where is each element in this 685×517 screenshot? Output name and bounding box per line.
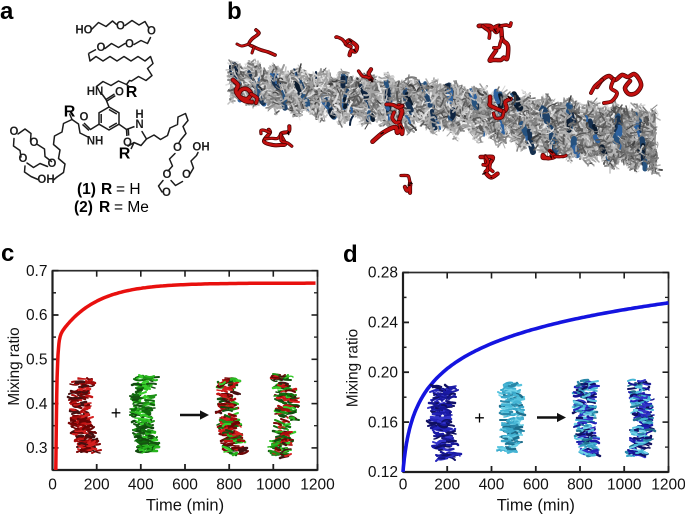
svg-text:b: b bbox=[227, 0, 242, 25]
svg-text:400: 400 bbox=[479, 477, 505, 494]
svg-text:1000: 1000 bbox=[607, 477, 642, 494]
svg-text:Mixing ratio: Mixing ratio bbox=[345, 329, 362, 407]
svg-text:0.5: 0.5 bbox=[26, 352, 48, 369]
svg-text:O: O bbox=[116, 21, 125, 33]
svg-text:1200: 1200 bbox=[300, 477, 335, 494]
svg-text:0.4: 0.4 bbox=[26, 396, 48, 413]
svg-text:0: 0 bbox=[399, 477, 408, 494]
svg-text:= H: = H bbox=[116, 181, 141, 198]
svg-text:O: O bbox=[182, 169, 191, 181]
svg-text:1200: 1200 bbox=[651, 477, 685, 494]
svg-text:Time (min): Time (min) bbox=[146, 497, 224, 515]
svg-text:R: R bbox=[101, 181, 112, 198]
svg-text:0.28: 0.28 bbox=[368, 265, 398, 282]
svg-text:0.3: 0.3 bbox=[26, 440, 48, 457]
svg-text:O: O bbox=[163, 169, 172, 181]
svg-text:0.20: 0.20 bbox=[368, 364, 399, 381]
svg-text:NH: NH bbox=[87, 136, 104, 148]
svg-text:200: 200 bbox=[434, 477, 460, 494]
svg-text:O: O bbox=[147, 26, 156, 38]
svg-text:400: 400 bbox=[128, 477, 154, 494]
svg-text:0.6: 0.6 bbox=[26, 307, 48, 324]
svg-text:0.16: 0.16 bbox=[368, 414, 398, 431]
svg-text:O: O bbox=[80, 112, 89, 124]
svg-text:O: O bbox=[30, 137, 39, 149]
svg-text:O: O bbox=[10, 126, 19, 138]
svg-text:800: 800 bbox=[216, 477, 242, 494]
svg-text:O: O bbox=[48, 158, 57, 170]
svg-text:d: d bbox=[343, 241, 358, 268]
svg-text:O: O bbox=[115, 87, 124, 99]
svg-text:Mixing ratio: Mixing ratio bbox=[6, 327, 23, 405]
svg-text:R: R bbox=[64, 104, 76, 121]
svg-text:1000: 1000 bbox=[256, 477, 291, 494]
svg-text:R: R bbox=[99, 199, 110, 216]
svg-text:0.12: 0.12 bbox=[368, 464, 398, 481]
svg-text:600: 600 bbox=[172, 477, 198, 494]
svg-text:R: R bbox=[126, 84, 138, 101]
svg-text:O: O bbox=[97, 42, 106, 54]
svg-text:HO: HO bbox=[75, 25, 92, 37]
svg-text:0.7: 0.7 bbox=[26, 263, 48, 280]
svg-text:+: + bbox=[111, 403, 122, 423]
svg-text:O: O bbox=[123, 137, 132, 149]
svg-text:(1): (1) bbox=[77, 181, 96, 198]
svg-text:800: 800 bbox=[567, 477, 593, 494]
svg-text:O: O bbox=[162, 187, 171, 199]
svg-text:600: 600 bbox=[523, 477, 549, 494]
svg-text:H: H bbox=[135, 109, 143, 121]
svg-text:= Me: = Me bbox=[114, 199, 149, 216]
svg-text:OH: OH bbox=[37, 174, 54, 186]
svg-text:OH: OH bbox=[192, 142, 209, 154]
svg-text:+: + bbox=[474, 408, 485, 428]
svg-text:N: N bbox=[135, 119, 143, 131]
svg-text:a: a bbox=[0, 0, 14, 25]
svg-text:200: 200 bbox=[84, 477, 110, 494]
svg-text:0: 0 bbox=[48, 477, 57, 494]
svg-text:HN: HN bbox=[87, 86, 104, 98]
svg-text:(2): (2) bbox=[74, 199, 93, 216]
svg-text:c: c bbox=[1, 240, 14, 267]
svg-text:R: R bbox=[119, 146, 131, 163]
svg-text:Time (min): Time (min) bbox=[497, 497, 575, 515]
svg-text:O: O bbox=[19, 153, 28, 165]
svg-text:O: O bbox=[125, 39, 134, 51]
svg-text:O: O bbox=[173, 142, 182, 154]
svg-text:0.24: 0.24 bbox=[368, 315, 399, 332]
